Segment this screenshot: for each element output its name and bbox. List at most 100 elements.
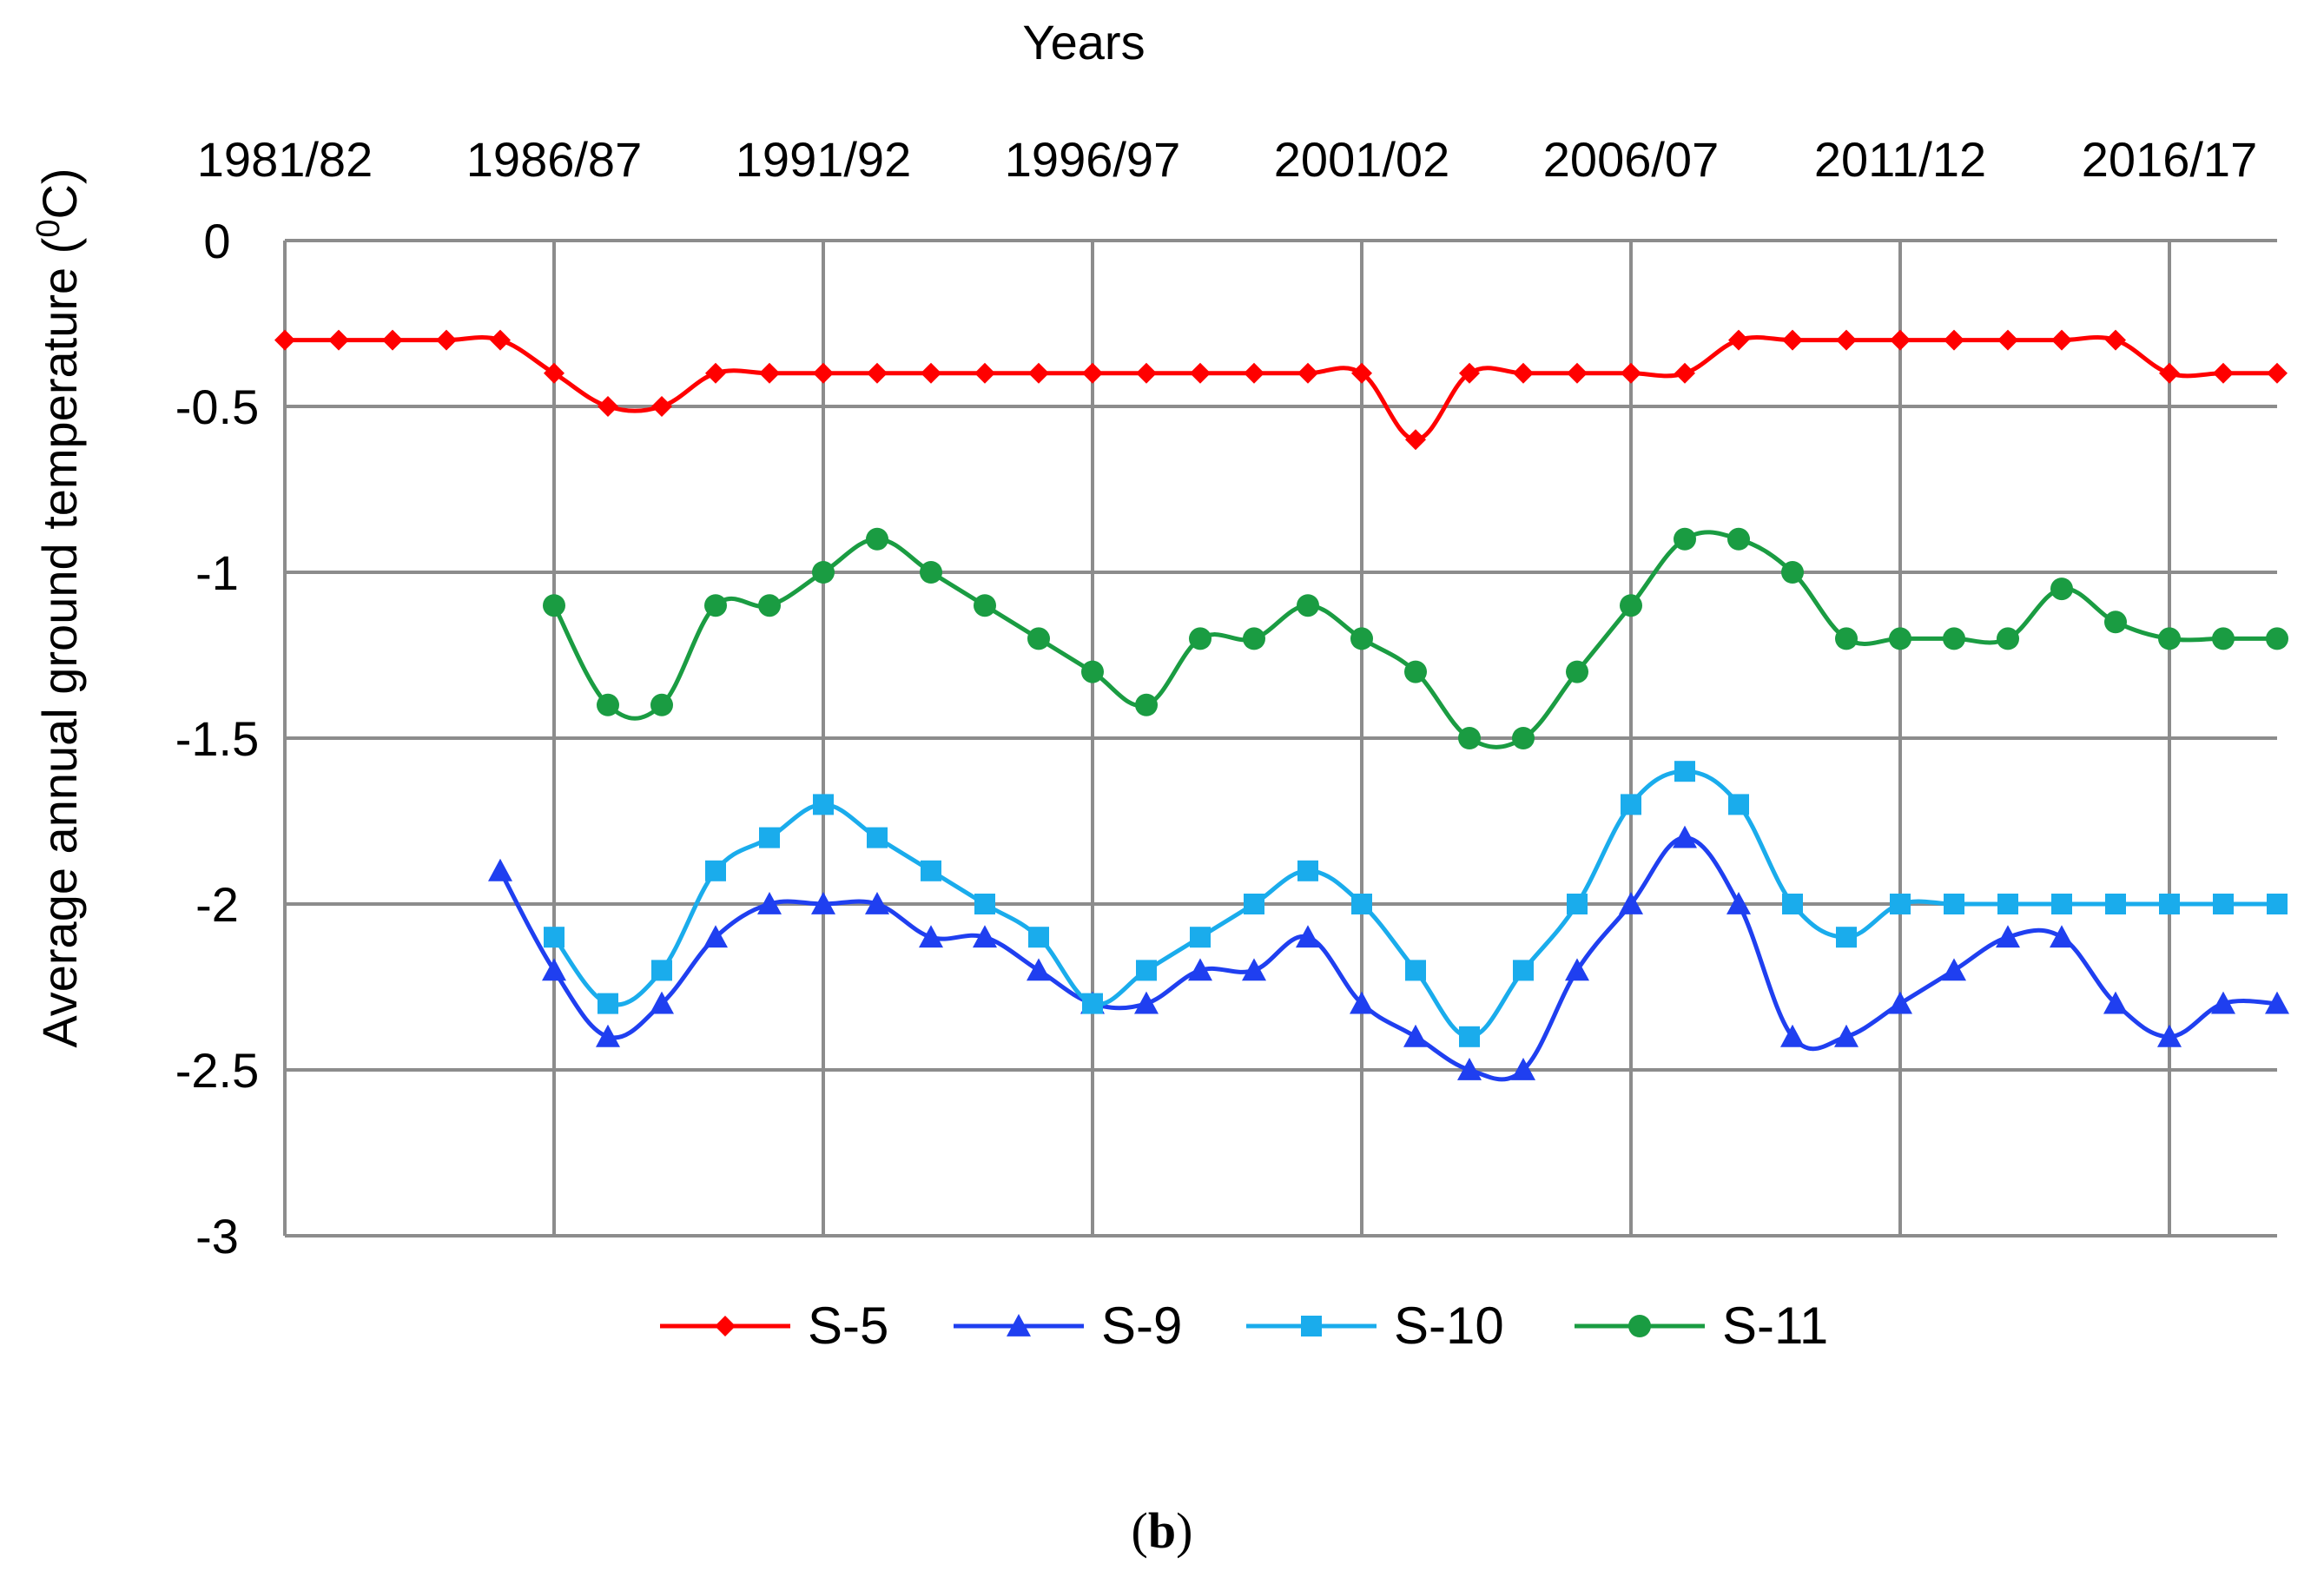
legend-marker-s-11 [1628,1315,1651,1337]
x-tick-label: 2016/17 [2082,132,2257,187]
y-axis-label-superscript: 0 [30,220,67,238]
y-tick-label: -0.5 [175,380,260,434]
x-tick-label: 2011/12 [1814,132,1986,187]
data-point-s-10 [2267,894,2288,914]
y-axis-label: Average annual ground temperature (0C) [30,168,87,1047]
data-point-s-10 [2051,894,2072,914]
data-point-s-9 [1565,958,1589,981]
data-point-s-9 [1888,991,1912,1014]
data-point-s-11 [1458,727,1481,749]
data-point-s-5 [1782,329,1803,351]
data-point-s-11 [1512,727,1535,749]
data-point-s-10 [1459,1026,1480,1047]
data-point-s-5 [974,362,995,384]
data-point-s-5 [1728,329,1749,351]
data-point-s-10 [1190,927,1211,948]
data-point-s-5 [705,362,726,384]
y-axis-label-unit: C) [32,168,87,219]
data-point-s-10 [1890,894,1911,914]
data-point-s-11 [866,527,888,551]
data-point-s-9 [1242,958,1266,981]
series-s-5 [274,329,2288,451]
data-point-s-5 [1405,429,1426,451]
figure-caption: (b) [1132,1502,1193,1559]
grid-lines [283,239,2277,1238]
data-point-s-10 [1944,894,1964,914]
y-tick-label: -1 [195,545,239,600]
data-point-s-10 [1997,894,2018,914]
legend-item-s-9: S-9 [954,1297,1182,1355]
data-point-s-11 [1350,627,1373,650]
data-point-s-9 [1188,958,1212,981]
series-group [274,329,2289,1082]
data-point-s-11 [543,594,565,617]
legend-marker-s-9 [1007,1314,1031,1336]
data-point-s-10 [867,827,888,848]
data-point-s-9 [2265,991,2289,1014]
data-point-s-11 [758,594,781,617]
data-point-s-5 [2051,329,2072,351]
data-point-s-9 [1673,825,1697,848]
data-point-s-9 [757,892,782,914]
data-point-s-5 [274,329,295,351]
data-point-s-11 [1835,627,1858,650]
series-line-s-9 [498,835,2278,1082]
x-tick-label: 1991/92 [736,132,911,187]
legend-marker-s-5 [715,1316,736,1336]
data-point-s-9 [488,858,512,881]
data-point-s-10 [1244,894,1264,914]
x-tick-label: 2006/07 [1543,132,1719,187]
data-point-s-9 [1027,958,1051,981]
data-point-s-10 [1674,761,1695,782]
data-point-s-10 [1297,860,1318,881]
legend-item-s-10: S-10 [1246,1297,1504,1355]
data-point-s-5 [1674,362,1695,384]
data-point-s-11 [704,594,727,617]
data-point-s-5 [2267,362,2288,384]
data-point-s-10 [759,827,780,848]
series-line-s-5 [285,335,2277,442]
data-point-s-11 [1620,594,1642,617]
legend-label: S-11 [1722,1297,1828,1355]
legend-marker-s-10 [1301,1316,1322,1336]
data-point-s-10 [598,993,618,1014]
data-point-s-5 [1244,362,1264,384]
data-point-s-5 [1944,329,1964,351]
data-point-s-11 [2266,627,2288,650]
data-point-s-11 [2212,627,2235,650]
data-point-s-10 [1782,894,1803,914]
legend-item-s-5: S-5 [660,1297,888,1355]
data-point-s-11 [2158,627,2181,650]
data-point-s-5 [1190,362,1211,384]
data-point-s-11 [597,693,619,716]
y-tick-label: 0 [203,214,230,268]
data-point-s-10 [813,794,834,815]
data-point-s-5 [651,396,672,417]
data-point-s-11 [1943,627,1965,650]
x-axis-label: Years [1022,15,1145,69]
data-point-s-9 [1403,1024,1428,1047]
data-point-s-5 [2105,329,2126,351]
data-point-s-5 [1028,362,1049,384]
data-point-s-11 [1566,660,1588,683]
data-point-s-5 [1351,362,1372,384]
data-point-s-11 [974,594,996,617]
x-tick-label: 1996/97 [1005,132,1180,187]
data-point-s-5 [867,362,888,384]
data-point-s-5 [544,362,564,384]
y-tick-labels: 0 -0.5 -1 -1.5 -2 -2.5 -3 [175,214,260,1264]
data-point-s-11 [1135,693,1158,716]
data-point-s-10 [2105,894,2126,914]
data-point-s-10 [1567,894,1588,914]
data-point-s-5 [2159,362,2180,384]
data-point-s-11 [1297,594,1319,617]
data-point-s-9 [1134,991,1159,1014]
data-point-s-10 [1136,960,1157,981]
data-point-s-9 [703,925,728,948]
data-point-s-10 [705,860,726,881]
data-point-s-11 [650,693,673,716]
data-point-s-5 [921,362,941,384]
data-point-s-11 [1781,561,1804,584]
data-point-s-5 [759,362,780,384]
data-point-s-5 [1459,362,1480,384]
